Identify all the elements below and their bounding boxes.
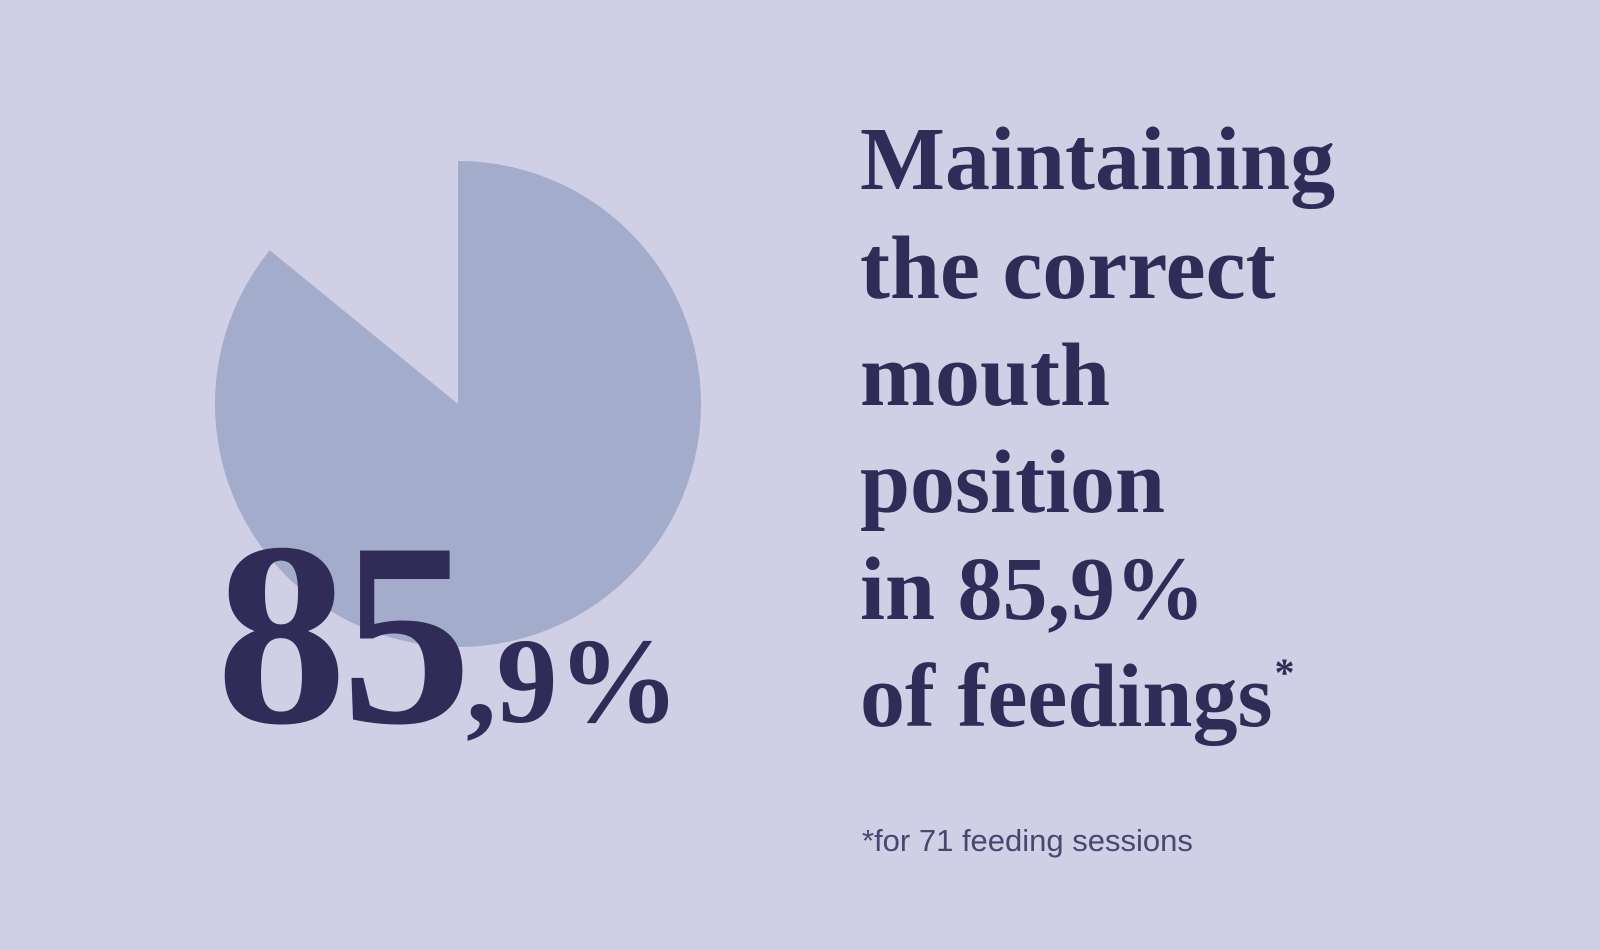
value-label-main: 85: [216, 489, 466, 779]
value-label: 85,9%: [216, 489, 680, 779]
headline-line: the correct: [860, 219, 1276, 318]
headline-line: in 85,9%: [860, 540, 1205, 639]
headline-line: of feedings: [860, 647, 1272, 746]
pie-slice: [214, 161, 701, 647]
headline-line: position: [860, 433, 1165, 532]
headline-mark: *: [1274, 650, 1294, 695]
value-label-decimal: ,9%: [466, 614, 680, 749]
footnote: *for 71 feeding sessions: [862, 823, 1193, 858]
headline-line: mouth: [860, 326, 1110, 425]
headline-line: Maintaining: [860, 110, 1335, 209]
